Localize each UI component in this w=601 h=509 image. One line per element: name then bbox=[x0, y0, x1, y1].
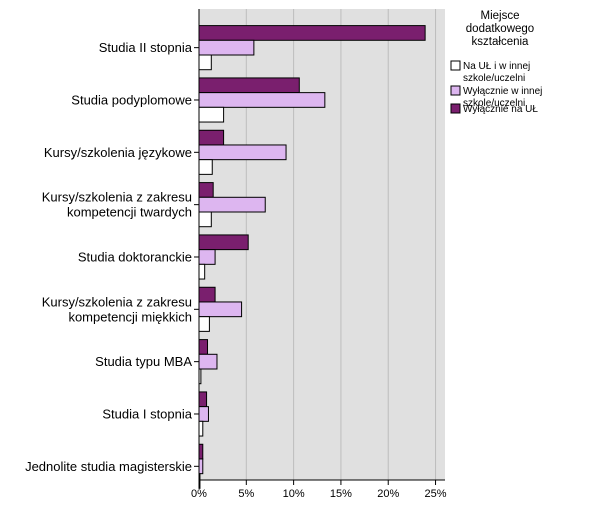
legend-label: Wyłącznie w innej bbox=[463, 86, 542, 97]
bar bbox=[198, 106, 225, 123]
bar bbox=[198, 420, 204, 437]
x-tick-label: 25% bbox=[425, 488, 447, 500]
legend-swatch bbox=[450, 103, 461, 114]
bar bbox=[198, 406, 209, 422]
bar bbox=[198, 339, 209, 355]
legend-swatch bbox=[450, 60, 461, 71]
category-label: Studia typu MBA bbox=[95, 354, 192, 369]
bar bbox=[198, 234, 249, 251]
x-tick-label: 20% bbox=[377, 488, 399, 500]
x-tick-label: 5% bbox=[238, 488, 254, 500]
bar bbox=[198, 77, 300, 94]
bar bbox=[198, 54, 212, 71]
bar bbox=[198, 263, 206, 280]
legend-label: Na UŁ i w innej bbox=[463, 61, 530, 72]
bar bbox=[198, 286, 216, 303]
x-tick-label: 0% bbox=[191, 488, 207, 500]
bar bbox=[198, 391, 208, 408]
category-labels: Studia II stopnia Studia podyplomowe Kursy… bbox=[25, 40, 199, 474]
category-label: kompetencji twardych bbox=[67, 205, 192, 220]
x-tick-label: 10% bbox=[283, 488, 305, 500]
legend-label: szkole/uczelni bbox=[463, 73, 525, 84]
category-label: Studia doktoranckie bbox=[78, 249, 192, 264]
legend-swatch bbox=[450, 85, 461, 96]
bar bbox=[198, 443, 204, 460]
bar bbox=[198, 129, 225, 146]
bar bbox=[198, 301, 243, 318]
bar bbox=[198, 92, 326, 108]
legend-label: Wyłącznie na UŁ bbox=[463, 104, 538, 115]
category-label: kompetencji miękkich bbox=[68, 309, 192, 324]
legend-title: dodatkowego bbox=[466, 23, 534, 35]
category-label: Kursy/szkolenia z zakresu bbox=[42, 294, 192, 309]
bar bbox=[198, 144, 287, 161]
bar bbox=[198, 39, 255, 56]
x-tick-label: 15% bbox=[330, 488, 352, 500]
bar bbox=[198, 196, 266, 213]
category-label: Kursy/szkolenia z zakresu bbox=[42, 190, 192, 205]
category-label: Studia II stopnia bbox=[99, 40, 193, 55]
category-label: Jednolite studia magisterskie bbox=[25, 459, 192, 474]
bar bbox=[198, 159, 213, 175]
bar bbox=[198, 249, 216, 265]
bar bbox=[198, 211, 212, 228]
x-axis: 0% 5% 10% 15% 20% 25% bbox=[191, 9, 447, 500]
bars bbox=[198, 25, 426, 489]
category-label: Studia podyplomowe bbox=[71, 92, 192, 107]
bar bbox=[198, 458, 204, 475]
legend-label: szkole/uczelni bbox=[463, 98, 525, 109]
category-label: Kursy/szkolenia językowe bbox=[44, 145, 192, 160]
legend-title: Miejsce bbox=[481, 10, 520, 22]
bar bbox=[198, 353, 218, 370]
category-label: Studia I stopnia bbox=[102, 406, 192, 421]
bar bbox=[198, 25, 426, 41]
legend-title: kształcenia bbox=[472, 36, 529, 48]
bar bbox=[198, 182, 214, 198]
bar bbox=[198, 316, 210, 332]
